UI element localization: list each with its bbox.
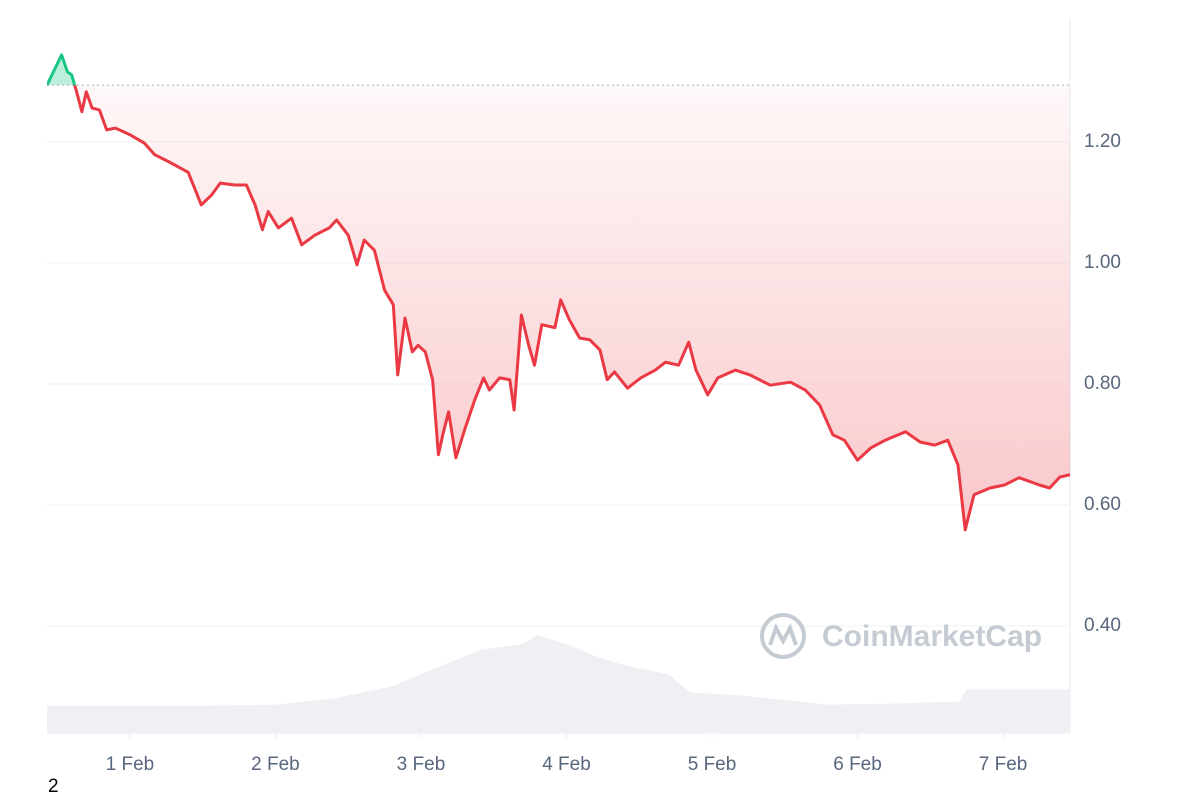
- x-tick-label: 6 Feb: [833, 754, 882, 775]
- footnote: 2: [48, 776, 59, 797]
- x-tick-label: 5 Feb: [688, 754, 737, 775]
- volume-area: [47, 635, 1070, 733]
- watermark: CoinMarketCap: [822, 620, 1042, 653]
- x-tick-label: 7 Feb: [979, 754, 1028, 775]
- y-tick-label: 0.40: [1084, 615, 1121, 636]
- area-fill-up: [47, 54, 75, 86]
- area-fill-down: [47, 85, 1070, 530]
- y-tick-label: 1.00: [1084, 252, 1121, 273]
- plot: 0.40 0.60 0.80 1.00 1.20 1 Feb 2 Feb 3 Feb 4 Feb…: [47, 18, 1121, 775]
- watermark-logo: [760, 613, 806, 659]
- x-tick-label: 1 Feb: [106, 754, 155, 775]
- y-tick-label: 0.80: [1084, 373, 1121, 394]
- x-tick-label: 4 Feb: [542, 754, 591, 775]
- x-tick-label: 2 Feb: [251, 754, 300, 775]
- x-tick-label: 3 Feb: [397, 754, 446, 775]
- price-line-down: [47, 85, 1070, 532]
- y-tick-label: 1.20: [1084, 131, 1121, 152]
- y-tick-label: 0.60: [1084, 494, 1121, 515]
